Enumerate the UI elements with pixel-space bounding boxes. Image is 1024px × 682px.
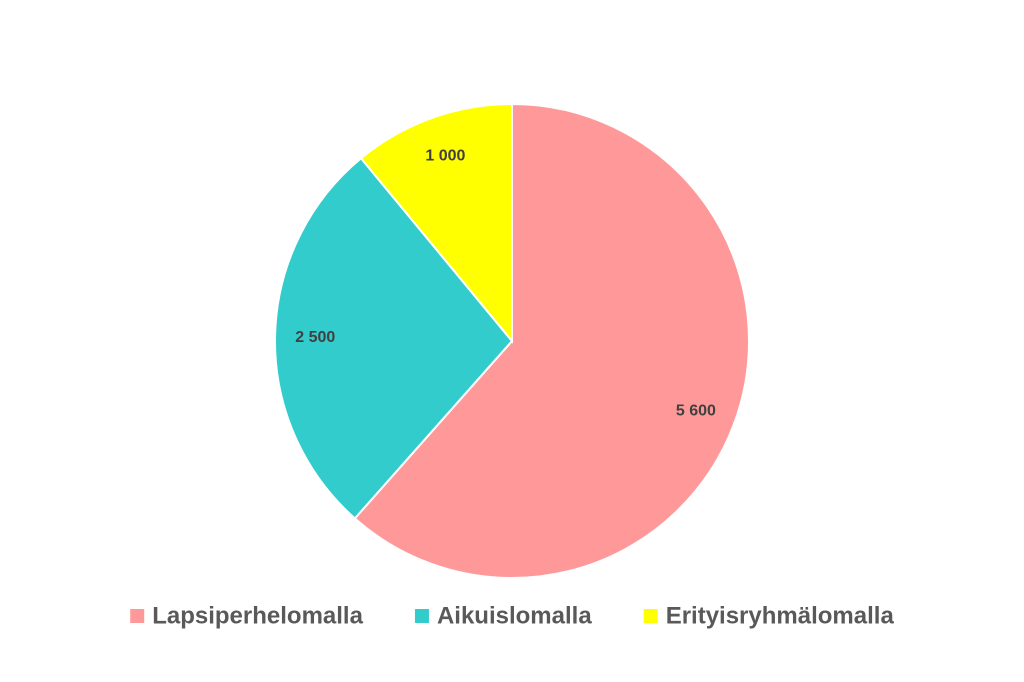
slice-value-label-aikuislomalla: 2 500 xyxy=(295,329,335,346)
legend-swatch xyxy=(643,609,658,623)
slice-value-label-erityisryhmalomalla: 1 000 xyxy=(425,147,465,164)
pie-slices xyxy=(274,102,750,579)
pie-slice-lapsiperhelomalla xyxy=(353,102,750,579)
legend-swatch xyxy=(130,609,145,623)
legend: Lapsiperhelomalla Aikuislomalla Erityisryh… xyxy=(130,603,894,630)
legend-item-lapsiperhelomalla: Lapsiperhelomalla xyxy=(130,603,364,630)
slice-labels: 5 600 2 500 1 000 xyxy=(295,147,716,419)
legend-label: Erityisryhmälomalla xyxy=(666,603,895,630)
legend-swatch xyxy=(414,609,429,623)
pie-slice-erityisryhmalomalla xyxy=(359,102,513,344)
slice-value-label-lapsiperhelomalla: 5 600 xyxy=(676,402,716,419)
legend-item-aikuislomalla: Aikuislomalla xyxy=(414,603,592,630)
legend-label: Lapsiperhelomalla xyxy=(152,603,363,630)
legend-item-erityisryhmalomalla: Erityisryhmälomalla xyxy=(643,603,895,630)
pie-slice-aikuislomalla xyxy=(274,156,514,520)
legend-label: Aikuislomalla xyxy=(437,603,592,630)
